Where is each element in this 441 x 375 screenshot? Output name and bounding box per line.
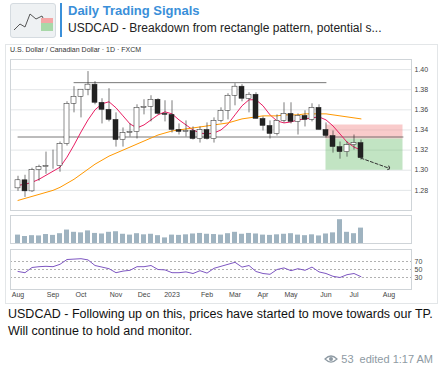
svg-text:2023: 2023 (164, 291, 180, 298)
svg-text:1.32: 1.32 (415, 146, 429, 153)
html-text:U.S. Dollar / Canadian Dollar: U.S. Dollar / Canadian Dollar · 1D · FXC… (10, 46, 142, 53)
svg-text:Feb: Feb (201, 291, 213, 298)
svg-text:1.34: 1.34 (415, 126, 429, 133)
svg-text:Nov: Nov (110, 291, 123, 298)
svg-text:Aug: Aug (383, 291, 396, 299)
svg-text:Mar: Mar (229, 291, 242, 298)
html-text:USDCAD - Following up on this,: USDCAD - Following up on this, prices ha… (8, 307, 433, 338)
svg-text:50: 50 (415, 266, 423, 273)
svg-text:Dec: Dec (138, 291, 151, 298)
svg-text:Apr: Apr (258, 291, 270, 299)
svg-text:1.28: 1.28 (415, 187, 429, 194)
svg-text:Jun: Jun (320, 291, 331, 298)
svg-text:30: 30 (415, 274, 423, 281)
svg-text:1.38: 1.38 (415, 86, 429, 93)
svg-text:70: 70 (415, 258, 423, 265)
svg-text:1.36: 1.36 (415, 106, 429, 113)
svg-text:May: May (284, 291, 298, 299)
svg-text:Oct: Oct (76, 291, 87, 298)
html-text:Daily Trading Signals: Daily Trading Signals (68, 3, 200, 18)
html-text:USDCAD - Breakdown from rectan: USDCAD - Breakdown from rectangle patter… (68, 21, 382, 35)
svg-text:1.40: 1.40 (415, 66, 429, 73)
svg-text:Sep: Sep (47, 291, 60, 299)
svg-text:Jul: Jul (350, 291, 359, 298)
svg-text:Aug: Aug (12, 291, 25, 299)
svg-text:1.30: 1.30 (415, 166, 429, 173)
html-text:53: 53 (341, 353, 354, 365)
html-text:edited 1:17 AM: edited 1:17 AM (359, 353, 433, 365)
